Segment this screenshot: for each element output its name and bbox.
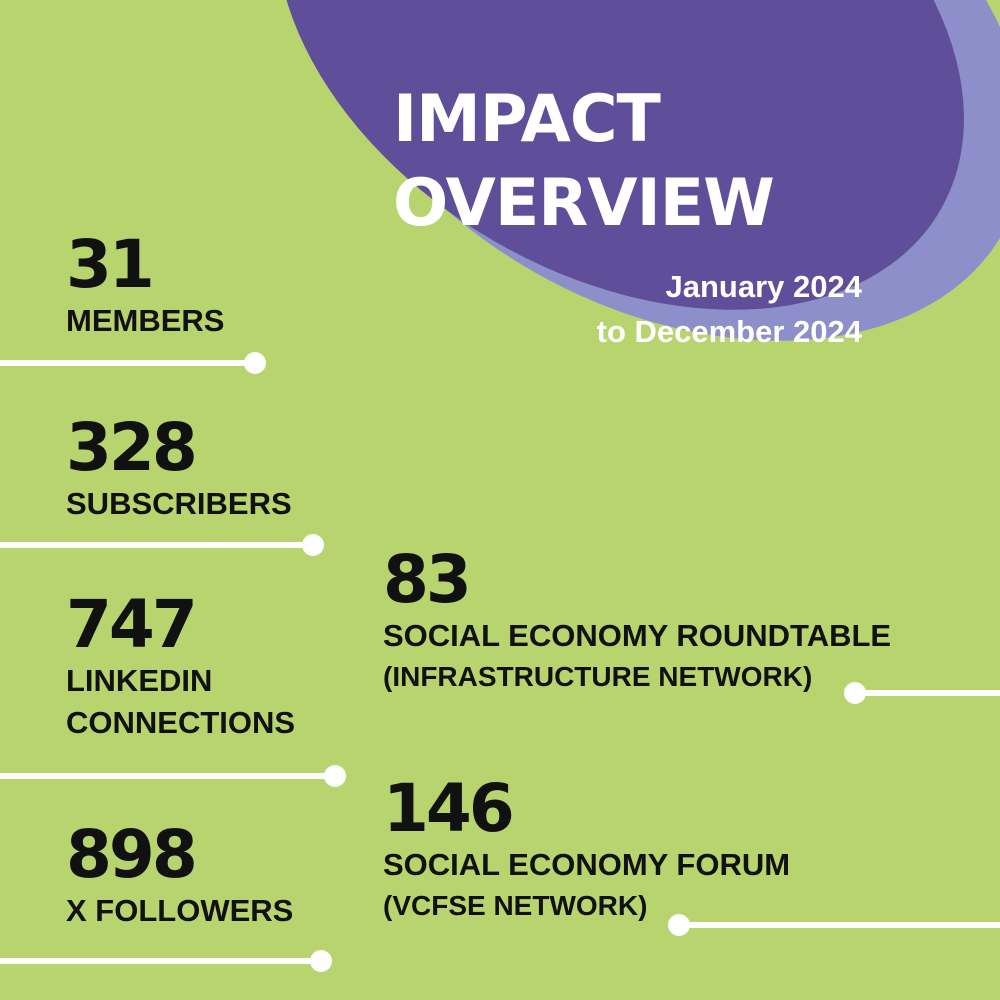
stat-value: 328	[66, 409, 198, 486]
connector-dot	[668, 914, 690, 936]
stat-members: 31 MEMBERS	[66, 230, 224, 342]
connector-line-forum	[668, 914, 1000, 936]
stat-social-economy-roundtable: 83 SOCIAL ECONOMY ROUNDTABLE (INFRASTRUC…	[383, 545, 891, 697]
stat-label-line-2: CONNECTIONS	[66, 705, 296, 740]
stat-value: 146	[383, 770, 515, 847]
stat-social-economy-forum: 146 SOCIAL ECONOMY FORUM (VCFSE NETWORK)	[383, 774, 790, 926]
reporting-period: January 2024 to December 2024	[470, 264, 862, 354]
period-line-2: to December 2024	[596, 314, 862, 349]
period-line-1: January 2024	[665, 269, 862, 304]
connector-line-subscribers	[0, 534, 324, 556]
stat-value: 747	[66, 586, 198, 663]
stat-label: SUBSCRIBERS	[66, 486, 292, 521]
page-title: IMPACT OVERVIEW	[393, 78, 823, 246]
connector-dot	[244, 352, 266, 374]
stat-subscribers: 328 SUBSCRIBERS	[66, 413, 292, 525]
stat-label: SOCIAL ECONOMY FORUM	[383, 847, 791, 882]
stat-x-followers: 898 X FOLLOWERS	[66, 820, 293, 932]
stat-label: SOCIAL ECONOMY ROUNDTABLE	[383, 618, 892, 653]
connector-dot	[310, 950, 332, 972]
connector-line-linkedin	[0, 765, 346, 787]
connector-line-roundtable	[844, 682, 1000, 704]
connector-dot	[844, 682, 866, 704]
stat-sublabel: (VCFSE NETWORK)	[383, 890, 648, 921]
connector-line-x-followers	[0, 950, 332, 972]
stat-label: MEMBERS	[66, 303, 225, 338]
stat-value: 31	[66, 226, 155, 303]
stat-value: 83	[383, 541, 472, 618]
stat-value: 898	[66, 816, 198, 893]
connector-dot	[324, 765, 346, 787]
stat-linkedin-connections: 747 LINKEDIN CONNECTIONS	[66, 590, 295, 744]
stat-label: X FOLLOWERS	[66, 893, 294, 928]
stat-sublabel: (INFRASTRUCTURE NETWORK)	[383, 661, 813, 692]
connector-line-members	[0, 352, 266, 374]
connector-dot	[302, 534, 324, 556]
stat-label-line-1: LINKEDIN	[66, 663, 213, 698]
title-line-2: OVERVIEW	[393, 166, 775, 241]
title-line-1: IMPACT	[393, 82, 661, 157]
